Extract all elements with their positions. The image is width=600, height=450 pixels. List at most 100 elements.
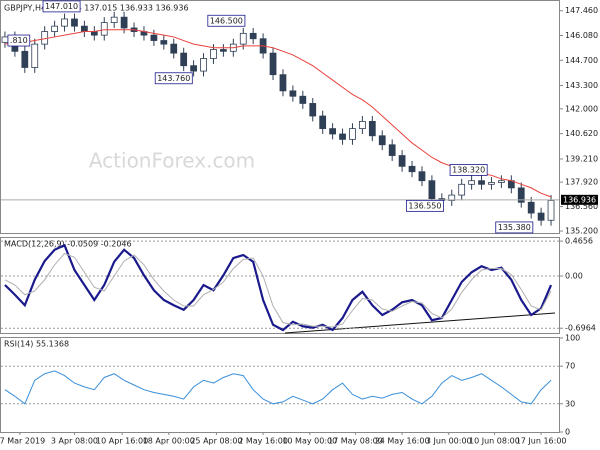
y-tick-label: 100 — [565, 334, 580, 343]
current-price-box — [561, 194, 598, 205]
watermark: ActionForex.com — [89, 149, 255, 173]
candle-body — [378, 135, 386, 146]
candle-body — [458, 183, 466, 196]
candle-body — [1, 36, 9, 43]
price-title: GBPJPY,H4 137.014 137.015 136.933 136.93… — [4, 4, 189, 13]
rsi-title: RSI(14) 55.1368 — [4, 340, 69, 349]
candle-body — [299, 95, 307, 104]
candle-body — [329, 128, 336, 135]
annotation-box — [449, 164, 488, 176]
candle-body — [190, 65, 197, 72]
candle-body — [468, 180, 475, 185]
candle-body — [428, 180, 436, 200]
y-tick-label: 147.460 — [565, 6, 598, 15]
candle-body — [120, 16, 128, 29]
current-price-label: 136.936 — [563, 195, 596, 204]
candle-body — [448, 194, 456, 201]
candle-body — [220, 49, 227, 52]
candle-body — [61, 18, 68, 27]
candle-body — [71, 18, 78, 27]
x-tick-label: 2 May 16:00 — [238, 437, 288, 446]
candle-body — [309, 103, 317, 117]
candle-body — [319, 115, 327, 129]
y-tick-label: 140.620 — [565, 129, 598, 138]
candle-body — [81, 25, 88, 32]
price-annotation: 138.320 — [452, 165, 485, 174]
candle-body — [388, 144, 396, 156]
candle-body — [359, 121, 366, 129]
candle-body — [488, 182, 495, 185]
candle-body — [51, 25, 58, 32]
y-tick-label: 139.210 — [565, 154, 598, 163]
candle-body — [279, 74, 287, 92]
price-annotation: 143.760 — [157, 74, 190, 83]
candle-body — [339, 133, 346, 140]
price-annotation: 146.500 — [210, 16, 243, 25]
y-tick-label: 143.300 — [565, 81, 598, 90]
x-tick-label: 10 Jun 08:00 — [469, 437, 520, 446]
x-tick-label: 17 May 08:00 — [328, 437, 383, 446]
series-line — [4, 370, 552, 405]
candle-body — [498, 180, 505, 183]
annotation-box — [207, 14, 246, 27]
candle-body — [537, 212, 545, 221]
candle-body — [269, 52, 277, 76]
annotation-box — [154, 72, 193, 85]
candle-body — [160, 40, 168, 45]
candle-body — [349, 128, 356, 140]
candle-body — [180, 52, 188, 67]
candle-body — [210, 49, 217, 59]
candle-body — [21, 50, 29, 68]
annotation-box — [42, 0, 81, 13]
x-tick-label: 3 Jun 00:00 — [426, 437, 472, 446]
series-line — [4, 252, 552, 328]
candle-body — [478, 180, 485, 185]
candle-body — [408, 165, 416, 173]
candle-body — [100, 22, 108, 36]
annotation-box — [405, 199, 444, 212]
candle-body — [90, 31, 98, 36]
candle-body — [41, 31, 49, 45]
x-tick-label: 10 May 00:00 — [282, 437, 337, 446]
candle-body — [517, 187, 525, 203]
candle-body — [31, 43, 39, 68]
candle-body — [289, 90, 297, 97]
y-tick-label: 146.080 — [565, 31, 598, 40]
candle-body — [418, 171, 426, 182]
x-tick-label: 3 Apr 08:00 — [51, 437, 98, 446]
candle-body — [527, 201, 535, 214]
candle-body — [368, 121, 376, 137]
price-panel — [0, 0, 560, 234]
y-tick-label: 0.4656 — [565, 237, 593, 246]
y-tick-label: 70 — [565, 362, 575, 371]
y-tick-label: 142.000 — [565, 104, 598, 113]
candle-body — [239, 32, 247, 45]
x-tick-label: 27 Mar 2019 — [0, 437, 45, 446]
candle-body — [200, 58, 207, 72]
price-annotation: 135.380 — [498, 223, 531, 232]
y-tick-label: 135.200 — [565, 227, 598, 236]
rsi-panel — [0, 337, 560, 433]
macd-title: MACD(12,26,9) -0.0509 -0.2046 — [4, 240, 132, 249]
candle-body — [398, 155, 406, 167]
candle-body — [150, 34, 158, 41]
y-tick-label: -0.6964 — [565, 324, 596, 333]
y-tick-label: 137.920 — [565, 178, 598, 187]
macd-panel — [0, 237, 560, 334]
y-tick-label: 30 — [565, 399, 575, 408]
candle-body — [547, 200, 555, 221]
candle-body — [249, 32, 257, 40]
price-annotation: .810 — [10, 36, 28, 45]
annotation-box — [7, 34, 31, 47]
x-tick-label: 24 May 16:00 — [375, 437, 430, 446]
candle-body — [170, 43, 178, 54]
x-tick-label: 18 Apr 00:00 — [143, 437, 195, 446]
price-annotation: 136.550 — [408, 201, 441, 210]
series-line — [4, 243, 553, 332]
y-tick-label: 0 — [565, 428, 570, 437]
y-tick-label: 136.560 — [565, 202, 598, 211]
y-tick-label: 0.00 — [565, 272, 583, 281]
annotation-box — [495, 221, 534, 234]
